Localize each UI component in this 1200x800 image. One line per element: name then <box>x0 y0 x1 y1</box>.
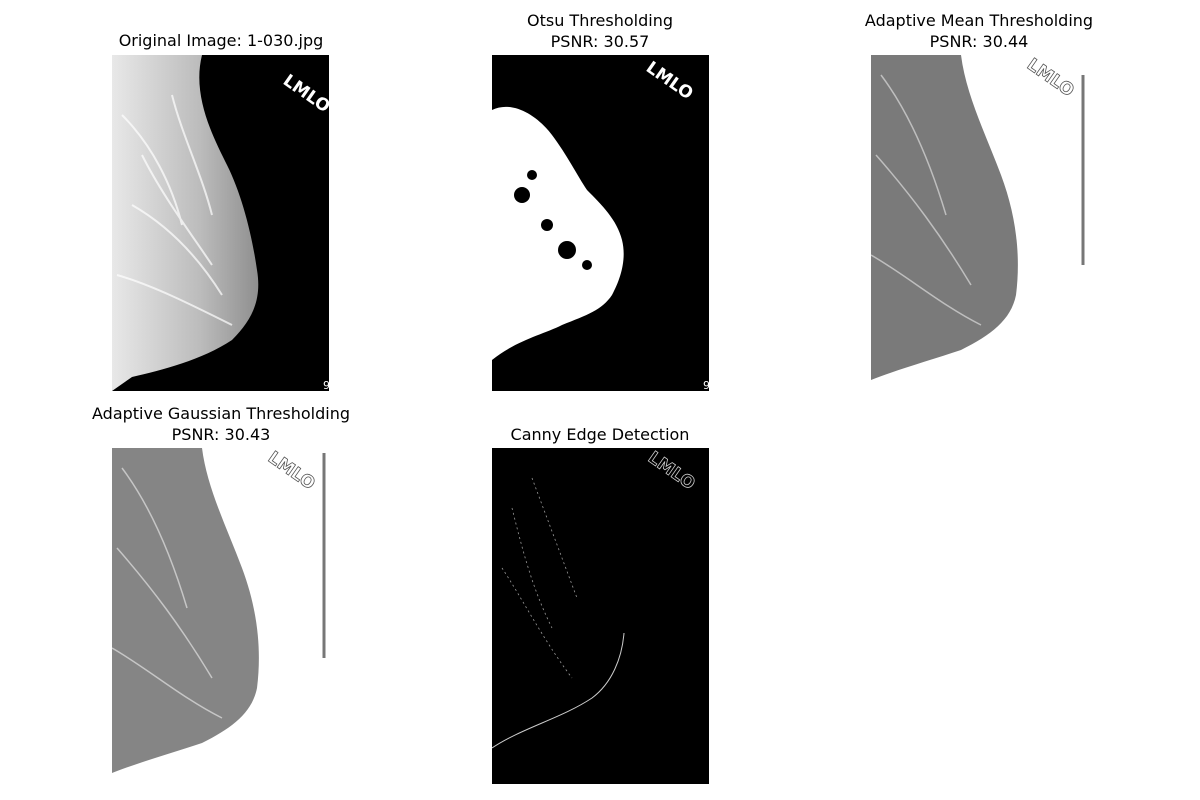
adaptive-gaussian-graphic: LMLO <box>112 448 329 784</box>
title-line: Canny Edge Detection <box>510 425 690 444</box>
image-otsu: LMLO 9 <box>492 55 709 391</box>
canny-edges-graphic: LMLO <box>492 448 709 784</box>
psnr-line: PSNR: 30.57 <box>550 32 650 51</box>
title-line: Otsu Thresholding <box>526 11 674 30</box>
mammogram-original-graphic: LMLO 9 <box>112 55 329 391</box>
image-original: LMLO 9 <box>112 55 329 391</box>
image-adaptive-gaussian: LMLO <box>112 448 329 784</box>
otsu-binary-graphic: LMLO 9 <box>492 55 709 391</box>
corner-digit: 9 <box>323 379 329 391</box>
image-adaptive-mean: LMLO <box>871 55 1088 391</box>
title-line: Original Image: 1-030.jpg <box>118 31 324 50</box>
panel-title: Adaptive Gaussian Thresholding PSNR: 30.… <box>60 403 382 445</box>
panel-title: Canny Edge Detection <box>439 424 761 445</box>
title-line: Adaptive Mean Thresholding <box>864 11 1094 30</box>
panel-title: Original Image: 1-030.jpg <box>60 30 382 51</box>
psnr-line: PSNR: 30.43 <box>171 425 271 444</box>
panel-title: Otsu Thresholding PSNR: 30.57 <box>439 10 761 52</box>
image-canny: LMLO <box>492 448 709 784</box>
adaptive-mean-graphic: LMLO <box>871 55 1088 391</box>
title-line: Adaptive Gaussian Thresholding <box>92 404 350 423</box>
psnr-line: PSNR: 30.44 <box>929 32 1029 51</box>
corner-digit: 9 <box>703 379 709 391</box>
panel-title: Adaptive Mean Thresholding PSNR: 30.44 <box>818 10 1140 52</box>
